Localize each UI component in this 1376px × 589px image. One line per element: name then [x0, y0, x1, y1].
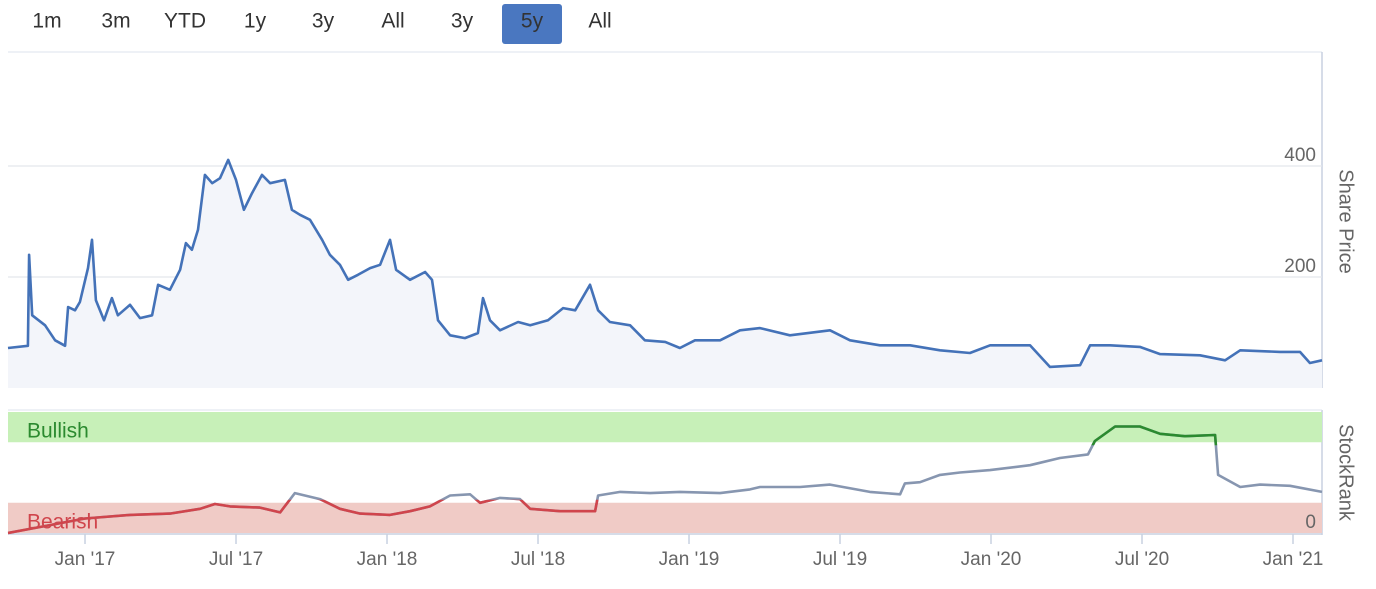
range-selector: 1m 3m YTD 1y 3y All 3y 5y All: [32, 4, 612, 44]
range-button[interactable]: 3y: [312, 10, 335, 33]
x-tick-label: Jul '17: [209, 549, 263, 570]
x-tick-label: Jan '19: [659, 549, 720, 570]
range-button[interactable]: 1m: [32, 10, 61, 33]
range-button[interactable]: All: [381, 10, 404, 33]
range-button[interactable]: 3y: [451, 10, 474, 33]
x-tick-label: Jul '19: [813, 549, 867, 570]
y-tick-label: 400: [1284, 145, 1316, 166]
range-button[interactable]: YTD: [164, 10, 206, 33]
y-axis-title: Share Price: [1335, 169, 1357, 274]
range-button[interactable]: 3m: [101, 10, 130, 33]
x-tick-label: Jan '20: [961, 549, 1022, 570]
rank-band: [8, 502, 1322, 533]
x-tick-label: Jan '17: [55, 549, 116, 570]
series-line: [7, 158, 1323, 369]
price-area: [8, 159, 1322, 388]
y-tick-label: 0: [1305, 512, 1316, 533]
range-button[interactable]: 5y: [521, 10, 544, 33]
x-tick-label: Jul '20: [1115, 549, 1169, 570]
range-button-selected[interactable]: [502, 4, 562, 44]
range-button[interactable]: 1y: [244, 10, 267, 33]
range-button[interactable]: All: [588, 10, 611, 33]
band-label: Bullish: [27, 420, 89, 443]
x-tick-label: Jan '18: [357, 549, 418, 570]
x-tick-label: Jan '21: [1263, 549, 1324, 570]
rank-band: [8, 412, 1322, 443]
series-line-zone: [1091, 425, 1218, 446]
x-tick-label: Jul '18: [511, 549, 565, 570]
series-line-zone: [8, 499, 599, 535]
y-tick-label: 200: [1284, 256, 1316, 277]
y-axis-title: StockRank: [1335, 424, 1357, 522]
